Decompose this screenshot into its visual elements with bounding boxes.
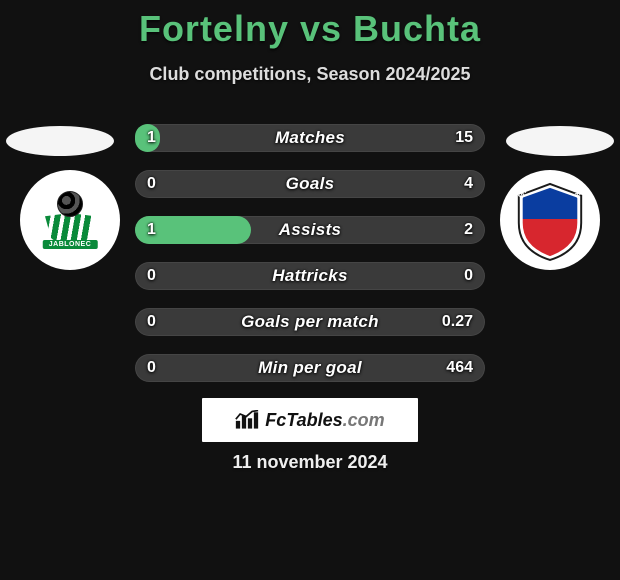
stat-right-value: 464 bbox=[446, 354, 473, 382]
stat-label: Goals per match bbox=[135, 308, 485, 336]
stat-label: Hattricks bbox=[135, 262, 485, 290]
soccer-ball-icon bbox=[57, 191, 83, 217]
crest-jablonec: JABLONEC bbox=[35, 185, 105, 255]
stat-label: Assists bbox=[135, 216, 485, 244]
comparison-card: Fortelny vs Buchta Club competitions, Se… bbox=[0, 0, 620, 580]
brand-text: FcTables.com bbox=[265, 410, 384, 431]
stat-label: Matches bbox=[135, 124, 485, 152]
stat-label: Goals bbox=[135, 170, 485, 198]
chart-icon bbox=[235, 410, 259, 430]
brand-tld: .com bbox=[343, 410, 385, 430]
stat-right-value: 2 bbox=[464, 216, 473, 244]
crest-banik: BANÍK OSTRAVA bbox=[511, 178, 589, 262]
stat-row-matches: 1 Matches 15 bbox=[135, 124, 485, 152]
flag-ellipse-right bbox=[506, 126, 614, 156]
stat-right-value: 15 bbox=[455, 124, 473, 152]
brand-badge: FcTables.com bbox=[202, 398, 418, 442]
stat-row-assists: 1 Assists 2 bbox=[135, 216, 485, 244]
brand-suffix: Tables bbox=[286, 410, 342, 430]
team-badge-right: BANÍK OSTRAVA bbox=[500, 170, 600, 270]
stats-panel: 1 Matches 15 0 Goals 4 1 Assists 2 0 Hat… bbox=[135, 124, 485, 400]
stat-row-hattricks: 0 Hattricks 0 bbox=[135, 262, 485, 290]
crest-banik-svg: BANÍK OSTRAVA bbox=[511, 178, 589, 262]
crest-jablonec-banner: JABLONEC bbox=[43, 240, 98, 249]
page-title: Fortelny vs Buchta bbox=[0, 0, 620, 50]
team-badge-left: JABLONEC bbox=[20, 170, 120, 270]
stat-row-goals: 0 Goals 4 bbox=[135, 170, 485, 198]
flag-ellipse-left bbox=[6, 126, 114, 156]
snapshot-date: 11 november 2024 bbox=[0, 452, 620, 473]
stat-label: Min per goal bbox=[135, 354, 485, 382]
brand-prefix: Fc bbox=[265, 410, 286, 430]
stat-right-value: 4 bbox=[464, 170, 473, 198]
stat-row-min-per-goal: 0 Min per goal 464 bbox=[135, 354, 485, 382]
stat-row-goals-per-match: 0 Goals per match 0.27 bbox=[135, 308, 485, 336]
page-subtitle: Club competitions, Season 2024/2025 bbox=[0, 64, 620, 85]
stat-right-value: 0.27 bbox=[442, 308, 473, 336]
stat-right-value: 0 bbox=[464, 262, 473, 290]
